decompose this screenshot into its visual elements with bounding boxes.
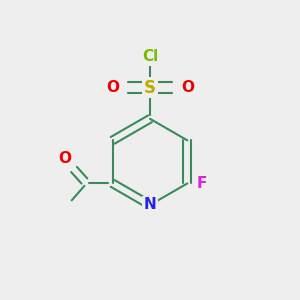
Text: O: O (181, 80, 194, 95)
Text: O: O (106, 80, 119, 95)
Text: Cl: Cl (142, 49, 158, 64)
Text: F: F (196, 176, 207, 191)
Text: N: N (144, 197, 156, 212)
Text: S: S (144, 79, 156, 97)
Text: O: O (58, 151, 72, 166)
